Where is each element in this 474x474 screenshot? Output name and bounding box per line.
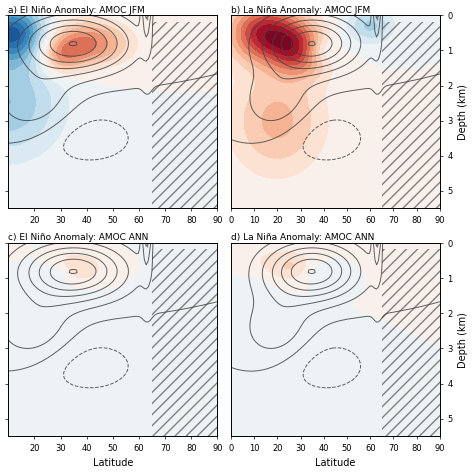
Text: b) La Niña Anomaly: AMOC JFM: b) La Niña Anomaly: AMOC JFM bbox=[231, 6, 370, 15]
Y-axis label: Depth (km): Depth (km) bbox=[458, 312, 468, 368]
Text: a) El Niño Anomaly: AMOC JFM: a) El Niño Anomaly: AMOC JFM bbox=[9, 6, 145, 15]
X-axis label: Latitude: Latitude bbox=[315, 458, 356, 468]
X-axis label: Latitude: Latitude bbox=[93, 458, 133, 468]
Y-axis label: Depth (km): Depth (km) bbox=[458, 84, 468, 140]
Text: c) El Niño Anomaly: AMOC ANN: c) El Niño Anomaly: AMOC ANN bbox=[9, 233, 149, 242]
Text: d) La Niña Anomaly: AMOC ANN: d) La Niña Anomaly: AMOC ANN bbox=[231, 233, 374, 242]
